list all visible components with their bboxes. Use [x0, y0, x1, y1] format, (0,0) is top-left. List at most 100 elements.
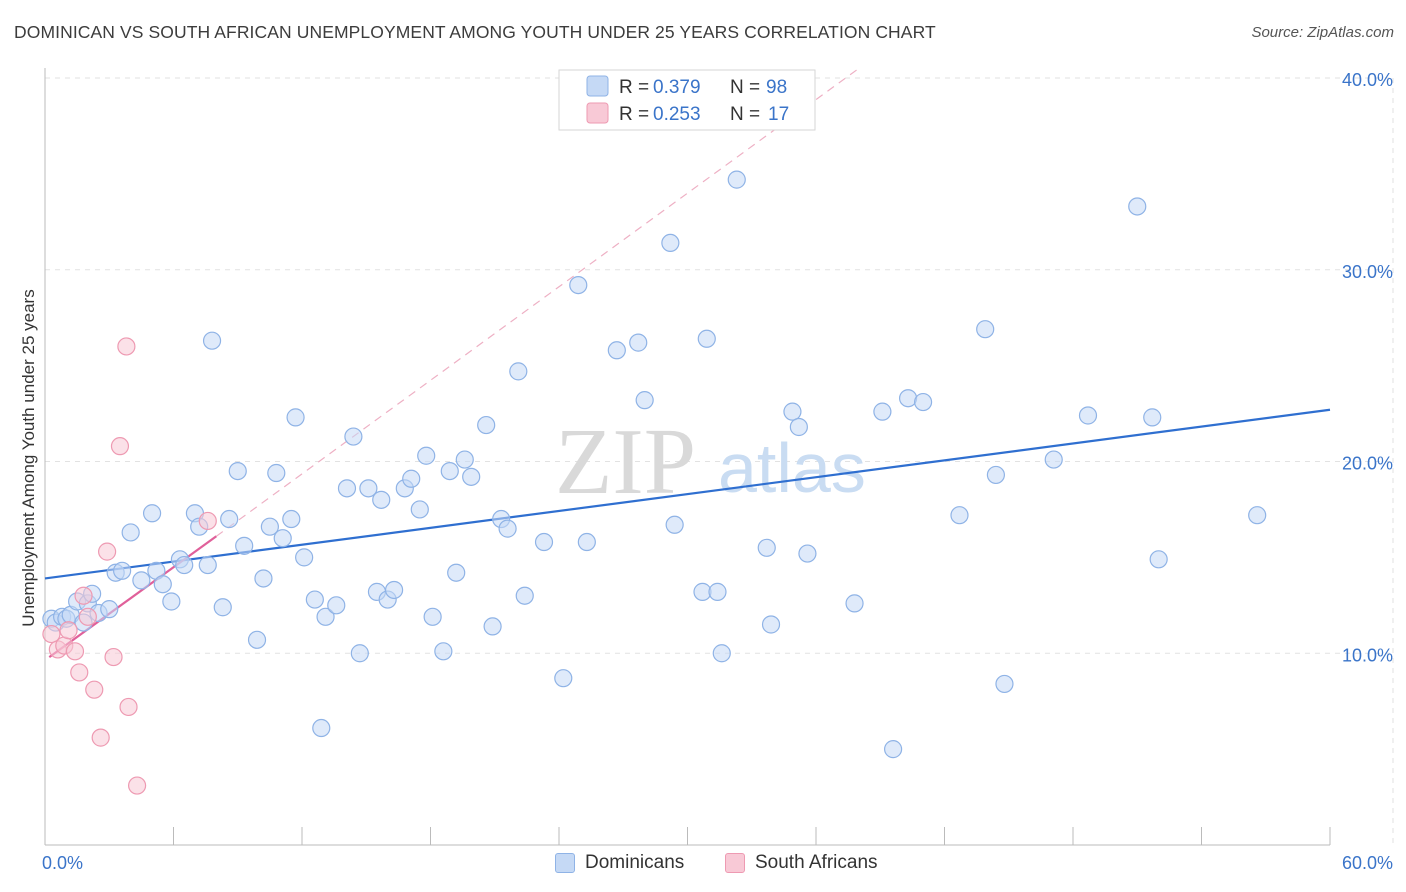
legend-r-value-1: 0.379	[653, 77, 701, 98]
legend-r-label-1: R =	[619, 77, 649, 98]
point-dominicans	[423, 607, 442, 626]
point-south-africans	[78, 607, 97, 626]
point-dominicans	[350, 644, 369, 663]
y-tick-label: 10.0%	[1342, 645, 1393, 665]
point-dominicans	[337, 479, 357, 498]
point-dominicans	[712, 644, 731, 663]
point-south-africans	[42, 624, 61, 644]
point-dominicans	[462, 467, 481, 486]
point-dominicans	[483, 617, 502, 636]
y-tick-label: 40.0%	[1342, 70, 1393, 90]
point-south-africans	[98, 542, 117, 561]
point-dominicans	[254, 569, 273, 588]
point-dominicans	[455, 450, 474, 469]
legend-n-value-2: 17	[768, 104, 789, 125]
point-dominicans	[198, 555, 217, 575]
point-dominicans	[913, 392, 933, 412]
point-south-africans	[104, 647, 123, 667]
point-dominicans	[665, 515, 684, 534]
legend-label-south-africans: South Africans	[755, 852, 878, 873]
legend-box: R = 0.379 N = 98 R = 0.253 N = 17	[558, 69, 816, 131]
trend-line-south-africans-extension	[215, 67, 860, 537]
point-south-africans	[117, 337, 136, 356]
point-dominicans	[995, 674, 1014, 694]
point-dominicans	[1044, 450, 1063, 469]
point-south-africans	[127, 776, 147, 795]
point-dominicans	[447, 563, 466, 582]
watermark-atlas: atlas	[718, 429, 866, 507]
point-dominicans	[440, 461, 459, 481]
point-dominicans	[273, 529, 292, 548]
point-dominicans	[228, 461, 247, 481]
x-tick-label: 60.0%	[1342, 853, 1393, 873]
point-dominicans	[515, 586, 534, 605]
legend-item-dominicans[interactable]: Dominicans	[555, 852, 684, 874]
watermark-zip: ZIP	[555, 410, 696, 514]
point-dominicans	[976, 320, 995, 339]
legend-label-dominicans: Dominicans	[585, 852, 685, 873]
point-dominicans	[629, 333, 648, 352]
point-dominicans	[247, 630, 267, 649]
point-dominicans	[142, 504, 162, 523]
y-tick-label: 30.0%	[1342, 262, 1393, 282]
point-dominicans	[286, 408, 305, 427]
point-dominicans	[727, 170, 746, 189]
point-dominicans	[509, 362, 528, 381]
legend-n-value-1: 98	[766, 77, 787, 98]
point-south-africans	[91, 728, 110, 747]
point-dominicans	[577, 532, 596, 552]
point-south-africans	[198, 511, 217, 531]
point-dominicans	[798, 544, 817, 563]
trend-lines	[44, 67, 1331, 658]
y-axis-label: Unemployment Among Youth under 25 years	[19, 289, 38, 626]
legend-n-label-1: N =	[730, 77, 760, 98]
point-dominicans	[402, 469, 421, 488]
point-dominicans	[235, 536, 254, 555]
x-tick-label: 0.0%	[42, 853, 83, 873]
legend-swatch-blue	[555, 853, 575, 873]
point-dominicans	[316, 607, 335, 626]
point-dominicans	[220, 509, 239, 529]
point-dominicans	[986, 465, 1006, 485]
point-dominicans	[175, 555, 194, 575]
point-dominicans	[305, 590, 324, 609]
point-dominicans	[883, 740, 903, 759]
legend-r-value-2: 0.253	[653, 104, 701, 125]
axes	[44, 68, 1331, 846]
point-dominicans	[783, 402, 802, 421]
legend-r-label-2: R =	[619, 104, 649, 125]
point-dominicans	[708, 582, 727, 601]
watermark: ZIP atlas	[555, 410, 866, 514]
legend-swatch-pink	[725, 853, 745, 873]
point-dominicans	[312, 718, 331, 738]
point-south-africans	[59, 621, 78, 640]
point-dominicans	[1149, 550, 1168, 569]
point-dominicans	[132, 571, 151, 590]
point-dominicans	[213, 598, 232, 617]
point-dominicans	[635, 391, 654, 410]
point-dominicans	[1128, 197, 1147, 216]
point-dominicans	[789, 417, 808, 437]
legend-swatch-dominicans	[586, 75, 609, 97]
point-dominicans	[344, 427, 363, 446]
legend-item-south-africans[interactable]: South Africans	[725, 852, 878, 874]
point-dominicans	[845, 594, 864, 613]
point-dominicans	[950, 506, 969, 525]
bottom-legend: Dominicans South Africans	[0, 852, 1406, 878]
point-dominicans	[477, 415, 496, 435]
point-dominicans	[282, 509, 301, 529]
point-dominicans	[100, 600, 119, 619]
point-dominicans	[661, 233, 680, 253]
point-dominicans	[327, 596, 346, 615]
trend-line-dominicans	[44, 408, 1331, 580]
point-dominicans	[498, 519, 517, 538]
chart-title: DOMINICAN VS SOUTH AFRICAN UNEMPLOYMENT …	[14, 22, 936, 42]
point-dominicans	[873, 402, 892, 421]
point-dominicans	[898, 389, 918, 408]
point-dominicans	[434, 642, 453, 661]
legend-swatch-south-africans	[586, 102, 609, 124]
tick-labels: 10.0% 20.0% 30.0% 40.0% 0.0% 60.0%	[42, 70, 1393, 873]
point-south-africans	[85, 680, 104, 699]
point-dominicans	[112, 561, 132, 580]
